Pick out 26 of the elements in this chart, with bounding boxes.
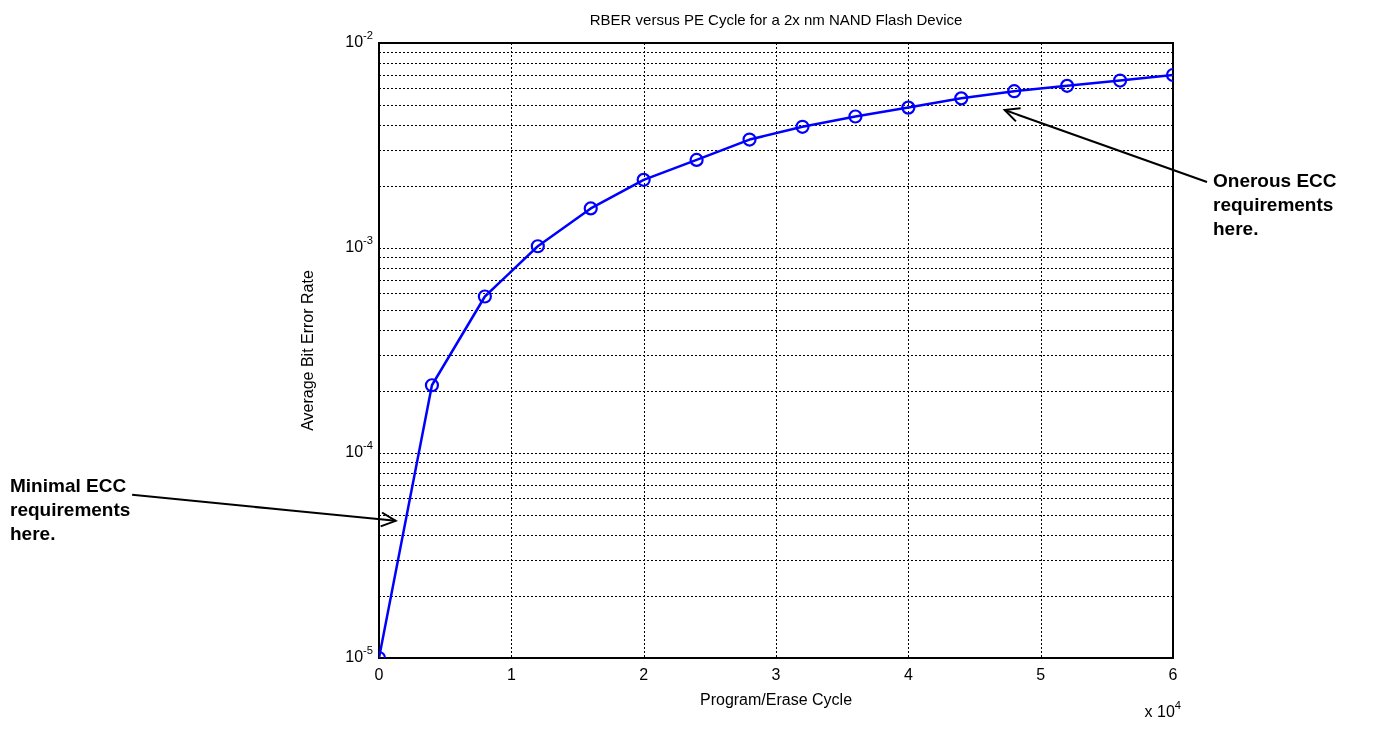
x-tick-label: 5 [1036,666,1046,684]
x-tick-label: 2 [639,666,649,684]
point [901,100,916,115]
point [1007,84,1022,99]
text: Minimal ECC requirements here. [10,475,131,545]
point [1060,78,1075,93]
point [530,239,545,254]
point [477,289,492,304]
x-tick-label: 0 [374,666,384,684]
point [424,378,440,393]
point [689,152,704,167]
point [583,201,598,216]
y-axis-title: Average Bit Error Rate [299,270,317,431]
x-tick-label: 4 [903,666,913,684]
text: Onerous ECC requirements here. [1213,170,1337,240]
point [795,119,810,134]
point [1112,73,1128,88]
chart-title: RBER versus PE Cycle for a 2x nm NAND Flash Device [589,11,963,29]
x-tick-label: 6 [1168,666,1178,684]
point [636,172,651,187]
point [742,132,757,147]
x-tick-label: 1 [506,666,516,684]
x-tick-label: 3 [771,666,781,684]
x-axis-title: Program/Erase Cycle [699,691,853,709]
point [954,91,969,106]
point [848,109,863,124]
